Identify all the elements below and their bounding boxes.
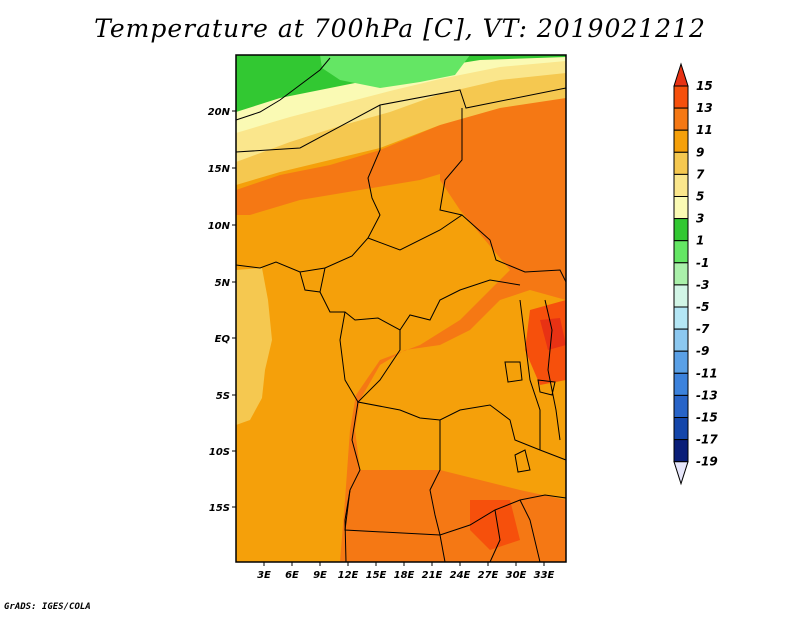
field-1-3-band — [236, 55, 566, 112]
colorbar-box — [673, 173, 689, 197]
field-5-7-band — [236, 58, 566, 162]
field-7-9-band — [236, 70, 566, 185]
colorbar-label: -13 — [696, 388, 718, 402]
colorbar-label: -17 — [696, 433, 718, 447]
colorbar-label: -7 — [696, 322, 710, 336]
lon-label: 33E — [534, 570, 555, 581]
temperature-field — [236, 55, 566, 562]
colorbar-box — [673, 262, 689, 286]
colorbar-label: 11 — [696, 123, 713, 137]
colorbar-label: -15 — [696, 411, 718, 425]
colorbar-label: -3 — [696, 278, 709, 292]
lon-labels: 3E 6E 9E 12E 15E 18E 21E 24E 27E 30E 33E — [257, 570, 554, 581]
field-11-13-north — [236, 95, 566, 215]
lat-label: 15S — [209, 503, 230, 514]
colorbar-box — [673, 306, 689, 330]
colorbar-label: 1 — [696, 234, 704, 248]
lat-label: 5S — [216, 391, 230, 402]
lon-label: 27E — [478, 570, 499, 581]
colorbar-box — [673, 328, 689, 352]
colorbar-label: 9 — [696, 145, 704, 159]
colorbar-label: 3 — [696, 212, 704, 226]
chart-title: Temperature at 700hPa [C], VT: 201902121… — [94, 14, 706, 43]
lon-axis — [263, 562, 545, 566]
lon-label: 6E — [285, 570, 299, 581]
lat-label: 10N — [208, 221, 231, 232]
colorbar-label: -5 — [696, 300, 709, 314]
grads-credit: GrADS: IGES/COLA — [4, 602, 91, 612]
lon-label: 12E — [338, 570, 359, 581]
lon-label: 21E — [422, 570, 443, 581]
lon-label: 30E — [506, 570, 527, 581]
colorbar-box — [673, 439, 689, 463]
colorbar-label: 5 — [696, 190, 704, 204]
lat-labels: 20N 15N 10N 5N EQ 5S 10S 15S — [208, 107, 231, 514]
colorbar-box — [673, 394, 689, 418]
colorbar-box — [673, 372, 689, 396]
field-11-13-east — [340, 130, 566, 562]
colorbar-box — [673, 151, 689, 175]
colorbar-box — [673, 417, 689, 441]
field-3-5-band — [236, 55, 566, 133]
colorbar-box — [673, 129, 689, 153]
colorbar-label: -11 — [696, 366, 718, 380]
lat-label: 20N — [208, 107, 231, 118]
lon-label: 3E — [257, 570, 271, 581]
colorbar-label: -19 — [696, 455, 718, 469]
colorbar-bottom-arrow — [673, 461, 689, 486]
colorbar-box — [673, 85, 689, 109]
lon-label: 15E — [366, 570, 387, 581]
lat-label: 10S — [209, 447, 230, 458]
colorbar-box — [673, 240, 689, 264]
colorbar-box — [673, 107, 689, 131]
field-7-9-west — [236, 268, 272, 425]
colorbar-label: 13 — [696, 101, 713, 115]
colorbar-label: 15 — [696, 79, 713, 93]
colorbar-box — [673, 196, 689, 220]
map-frame — [235, 54, 567, 563]
lat-axis — [232, 110, 236, 508]
colorbar-top-arrow — [673, 62, 689, 87]
colorbar-label: 7 — [696, 167, 705, 181]
lat-label: 15N — [208, 164, 231, 175]
lat-label: EQ — [215, 334, 231, 345]
field-15-rift — [540, 318, 566, 350]
field-minus1-1-patch — [320, 55, 470, 88]
lat-label: 5N — [215, 278, 231, 289]
colorbar: 15 13 11 9 7 5 3 1 -1 -3 -5 -7 -9 -11 -13 -15 -17 -19 — [673, 62, 718, 486]
colorbar-box — [673, 284, 689, 308]
colorbar-box — [673, 350, 689, 374]
lon-label: 24E — [450, 570, 471, 581]
lon-label: 9E — [313, 570, 327, 581]
country-boundaries — [235, 57, 567, 563]
colorbar-label: -9 — [696, 344, 709, 358]
field-13-15-south — [470, 500, 520, 550]
lon-label: 18E — [394, 570, 415, 581]
colorbar-label: -1 — [696, 256, 709, 270]
colorbar-box — [673, 218, 689, 242]
